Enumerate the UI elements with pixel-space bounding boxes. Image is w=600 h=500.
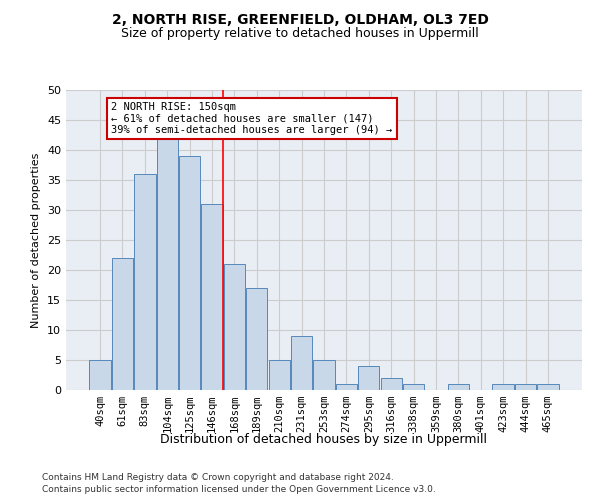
- Y-axis label: Number of detached properties: Number of detached properties: [31, 152, 41, 328]
- Bar: [269, 360, 290, 390]
- Bar: [537, 384, 559, 390]
- Text: Size of property relative to detached houses in Uppermill: Size of property relative to detached ho…: [121, 28, 479, 40]
- Bar: [157, 138, 178, 390]
- Bar: [89, 360, 111, 390]
- Bar: [224, 264, 245, 390]
- Bar: [179, 156, 200, 390]
- Bar: [515, 384, 536, 390]
- Bar: [403, 384, 424, 390]
- Bar: [112, 258, 133, 390]
- Text: Contains public sector information licensed under the Open Government Licence v3: Contains public sector information licen…: [42, 485, 436, 494]
- Bar: [246, 288, 268, 390]
- Bar: [336, 384, 357, 390]
- Bar: [380, 378, 402, 390]
- Text: 2, NORTH RISE, GREENFIELD, OLDHAM, OL3 7ED: 2, NORTH RISE, GREENFIELD, OLDHAM, OL3 7…: [112, 12, 488, 26]
- Bar: [134, 174, 155, 390]
- Bar: [448, 384, 469, 390]
- Bar: [291, 336, 312, 390]
- Text: 2 NORTH RISE: 150sqm
← 61% of detached houses are smaller (147)
39% of semi-deta: 2 NORTH RISE: 150sqm ← 61% of detached h…: [111, 102, 392, 135]
- Bar: [358, 366, 379, 390]
- Text: Distribution of detached houses by size in Uppermill: Distribution of detached houses by size …: [161, 432, 487, 446]
- Bar: [313, 360, 335, 390]
- Text: Contains HM Land Registry data © Crown copyright and database right 2024.: Contains HM Land Registry data © Crown c…: [42, 472, 394, 482]
- Bar: [493, 384, 514, 390]
- Bar: [202, 204, 223, 390]
